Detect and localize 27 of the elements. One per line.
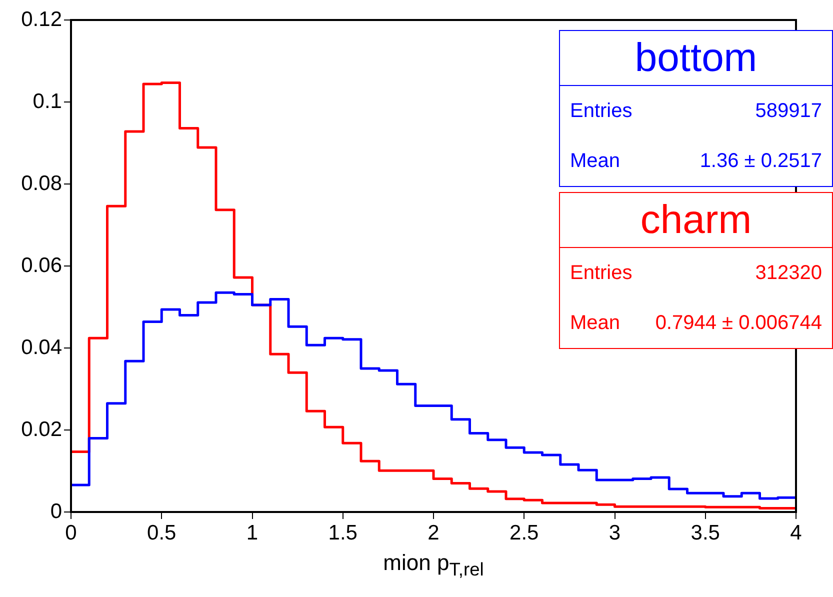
y-tick-label: 0	[50, 500, 62, 523]
y-tick-label: 0.08	[21, 172, 62, 195]
x-tick-label: 2	[428, 521, 440, 544]
x-tick-label: 2.5	[510, 521, 539, 544]
x-axis-title: mion p$_{T,rel}$	[382, 550, 485, 580]
text: bottom	[560, 31, 832, 86]
x-tick-label: 1	[246, 521, 258, 544]
annotation: 589917	[755, 100, 822, 122]
y-tick-label: 0.1	[32, 90, 62, 113]
annotation: Entries	[570, 100, 632, 122]
text: charm	[560, 193, 832, 248]
y-tick-label: 0.06	[21, 254, 62, 277]
y-tick-label: 0.04	[21, 336, 62, 359]
x-tick-label: 1.5	[328, 521, 358, 544]
x-tick-label: 3.5	[690, 521, 720, 544]
x-tick-label: 0.5	[147, 521, 176, 544]
y-tick-label: 0.12	[21, 8, 62, 31]
y-tick-label: 0.02	[21, 418, 62, 441]
annotation: Mean	[570, 150, 620, 172]
annotation: Entries	[570, 262, 632, 284]
annotation: 312320	[755, 262, 822, 284]
x-tick-label: 4	[790, 521, 802, 544]
x-tick-label: 0	[65, 521, 77, 544]
annotation: Mean	[570, 312, 620, 334]
x-tick-label: 3	[608, 521, 621, 544]
annotation: 0.7944 ± 0.006744	[655, 312, 822, 334]
annotation: 1.36 ± 0.2517	[700, 150, 822, 172]
